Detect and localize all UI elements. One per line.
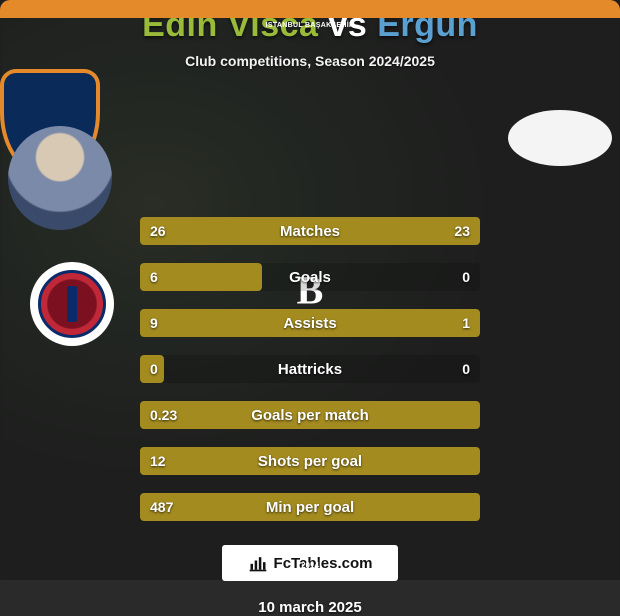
stat-fill — [140, 263, 262, 291]
stat-fill — [140, 309, 480, 337]
stat-fill — [140, 447, 480, 475]
stat-row: Matches2623 — [140, 217, 480, 245]
stat-fill — [140, 401, 480, 429]
club-badge-top — [0, 0, 620, 18]
stat-row: Goals per match0.23 — [140, 401, 480, 429]
footer-date: 10 march 2025 — [0, 599, 620, 616]
stat-row: Assists91 — [140, 309, 480, 337]
stat-fill — [140, 355, 164, 383]
club-badge-year: 2014 — [0, 561, 620, 570]
stat-row: Hattricks00 — [140, 355, 480, 383]
stat-row: Shots per goal12 — [140, 447, 480, 475]
stat-value-right: 0 — [462, 361, 470, 377]
stat-row: Min per goal487 — [140, 493, 480, 521]
player1-club-badge — [30, 262, 114, 346]
club-badge-text: ISTANBUL BAŞAKŞEHİR — [0, 22, 620, 29]
stat-fill — [140, 217, 480, 245]
stat-value-right: 0 — [462, 269, 470, 285]
stat-fill — [140, 493, 480, 521]
stats-container: Matches2623Goals60Assists91Hattricks00Go… — [140, 217, 480, 521]
club-badge-inner — [38, 270, 106, 338]
player1-avatar — [8, 126, 112, 230]
stat-label: Hattricks — [140, 361, 480, 378]
subtitle: Club competitions, Season 2024/2025 — [0, 53, 620, 69]
player2-avatar — [508, 110, 612, 166]
stat-row: Goals60 — [140, 263, 480, 291]
club-badge-stripe — [67, 286, 77, 322]
content: Edin Visca vs Ergün Club competitions, S… — [0, 0, 620, 580]
